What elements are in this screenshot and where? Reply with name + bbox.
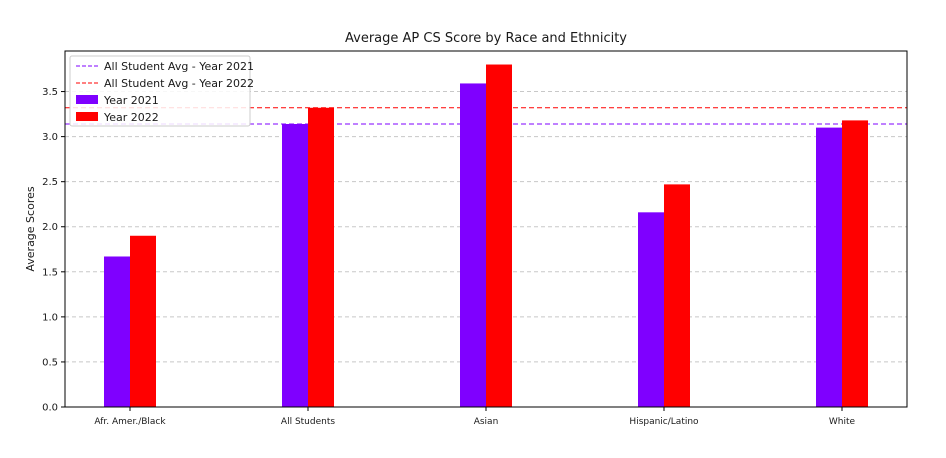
y-tick-label: 3.5 bbox=[42, 87, 58, 98]
y-axis-label: Average Scores bbox=[24, 186, 37, 271]
bar-2022 bbox=[842, 120, 868, 408]
legend-swatch-year-2021 bbox=[76, 95, 98, 104]
bar-2022 bbox=[486, 64, 512, 408]
x-tick-label: Asian bbox=[474, 417, 499, 427]
bar-2021 bbox=[282, 124, 308, 407]
legend-label-year-2021: Year 2021 bbox=[103, 94, 159, 107]
bar-2022 bbox=[130, 235, 156, 407]
bars bbox=[104, 64, 868, 408]
y-tick-label: 0.0 bbox=[42, 403, 58, 414]
bar-2021 bbox=[104, 256, 130, 407]
x-tick-label: Hispanic/Latino bbox=[629, 417, 699, 427]
legend: All Student Avg - Year 2021 All Student … bbox=[69, 55, 254, 127]
x-tick-label: White bbox=[829, 417, 856, 427]
x-axis-ticks: Afr. Amer./Black All Students Asian Hispani… bbox=[94, 407, 856, 427]
y-tick-label: 3.0 bbox=[42, 132, 58, 143]
y-axis-ticks: 0.0 0.5 1.0 1.5 2.0 2.5 3.0 3.5 bbox=[42, 87, 65, 414]
y-tick-label: 0.5 bbox=[42, 357, 58, 368]
bar-2022 bbox=[308, 107, 334, 407]
legend-label-year-2022: Year 2022 bbox=[103, 111, 159, 124]
bar-2021 bbox=[460, 83, 486, 408]
y-tick-label: 2.0 bbox=[42, 222, 58, 233]
y-tick-label: 1.0 bbox=[42, 312, 58, 323]
bar-2021 bbox=[638, 212, 664, 407]
y-tick-label: 2.5 bbox=[42, 177, 58, 188]
chart-title: Average AP CS Score by Race and Ethnicit… bbox=[345, 31, 627, 46]
legend-label-avg-2021: All Student Avg - Year 2021 bbox=[104, 60, 254, 73]
x-tick-label: Afr. Amer./Black bbox=[94, 417, 166, 427]
x-tick-label: All Students bbox=[281, 417, 335, 427]
legend-swatch-year-2022 bbox=[76, 112, 98, 121]
bar-2021 bbox=[816, 127, 842, 407]
legend-label-avg-2022: All Student Avg - Year 2022 bbox=[104, 77, 254, 90]
legend-box bbox=[69, 55, 251, 127]
bar-2022 bbox=[664, 184, 690, 407]
y-tick-label: 1.5 bbox=[42, 267, 58, 278]
